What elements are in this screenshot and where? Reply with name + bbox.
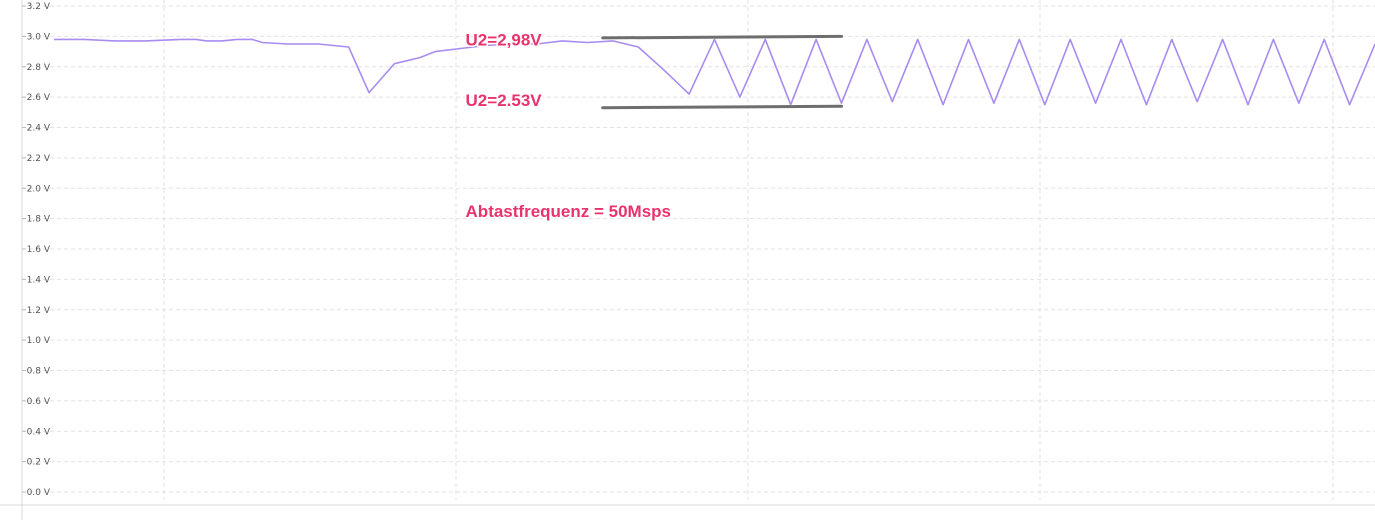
y-tick-label: 2.4 V xyxy=(27,124,51,134)
y-tick-label: 0.6 V xyxy=(27,397,51,407)
y-tick-label: 2.6 V xyxy=(27,93,51,103)
series-group xyxy=(54,38,1375,106)
y-tick-label: 1.4 V xyxy=(27,275,51,285)
y-tick-label: 0.2 V xyxy=(27,458,51,468)
y-tick-label: 3.0 V xyxy=(27,32,51,42)
y-tick-label: 1.0 V xyxy=(27,336,51,346)
y-tick-label: 2.8 V xyxy=(27,63,51,73)
y-tick-label: 2.2 V xyxy=(27,154,51,164)
y-tick-label: 0.0 V xyxy=(27,488,51,498)
reference-lines xyxy=(601,34,844,110)
y-tick-label: 1.6 V xyxy=(27,245,51,255)
y-tick-label: 2.0 V xyxy=(27,184,51,194)
y-tick-label: 3.2 V xyxy=(27,2,51,12)
annotation-label: U2=2.53V xyxy=(466,91,543,110)
y-tick-label: 0.8 V xyxy=(27,367,51,377)
y-axis: 0.0 V 0.2 V 0.4 V 0.6 V 0.8 V 1.0 V 1.2 V 1.4 V… xyxy=(22,2,51,498)
y-tick-label: 0.4 V xyxy=(27,427,51,437)
reference-line xyxy=(601,104,844,110)
annotation-label: U2=2,98V xyxy=(466,30,543,49)
y-tick-label: 1.8 V xyxy=(27,215,51,225)
reference-line xyxy=(601,34,844,40)
y-tick-label: 1.2 V xyxy=(27,306,51,316)
annotation-label: Abtastfrequenz = 50Msps xyxy=(466,202,671,221)
annotations: U2=2,98V U2=2.53V Abtastfrequenz = 50Msps xyxy=(464,29,672,223)
voltage-trace xyxy=(54,38,1375,106)
